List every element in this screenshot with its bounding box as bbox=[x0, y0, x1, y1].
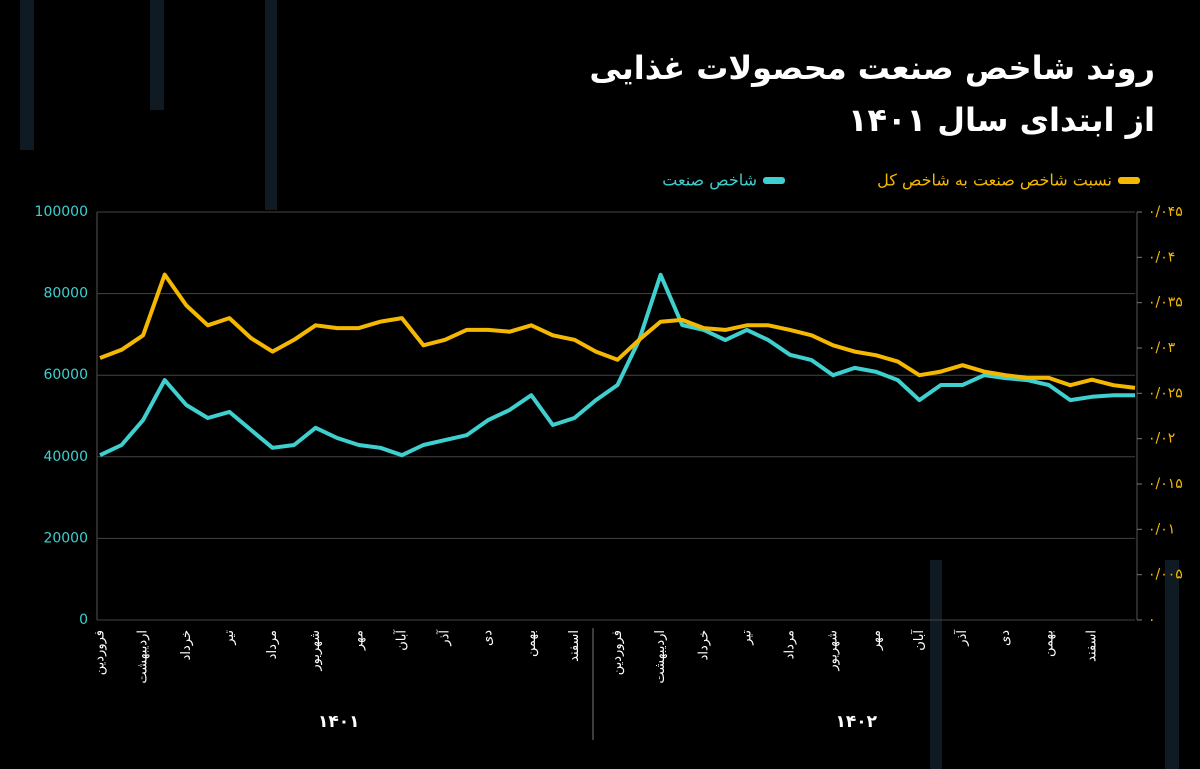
y-tick-label: 60000 bbox=[43, 367, 88, 383]
y2-tick-label: ۰/۰۳ bbox=[1148, 340, 1176, 356]
x-tick-label: خرداد bbox=[696, 630, 711, 660]
y2-tick-label: ۰/۰۲ bbox=[1148, 431, 1175, 447]
x-tick-label: اردیبهشت bbox=[653, 630, 668, 684]
x-tick-label: آذر bbox=[436, 629, 453, 647]
chart-title: روند شاخص صنعت محصولات غذایی bbox=[589, 49, 1155, 87]
legend-label: شاخص صنعت bbox=[662, 171, 757, 191]
year-label: ۱۴۰۱ bbox=[318, 712, 360, 732]
x-tick-label: اسفند bbox=[1084, 630, 1099, 662]
y-tick-label: 0 bbox=[79, 612, 88, 628]
y-tick-label: 20000 bbox=[43, 530, 88, 546]
decor-bar bbox=[1165, 560, 1179, 769]
y-tick-label: 40000 bbox=[43, 449, 88, 465]
y2-tick-label: ۰ bbox=[1148, 612, 1156, 628]
y2-tick-label: ۰/۰۴ bbox=[1148, 249, 1175, 265]
x-tick-label: بهمن bbox=[524, 630, 539, 657]
x-tick-label: تیر bbox=[222, 630, 237, 646]
decor-bar bbox=[150, 0, 164, 110]
x-tick-label: مرداد bbox=[265, 630, 280, 659]
x-tick-label: فروردین bbox=[93, 630, 108, 675]
x-tick-label: مهر bbox=[869, 630, 884, 651]
x-tick-label: آذر bbox=[953, 629, 970, 647]
legend-swatch bbox=[1118, 177, 1140, 184]
decor-bar bbox=[265, 0, 277, 210]
x-tick-label: دی bbox=[481, 630, 496, 646]
x-tick-label: مرداد bbox=[783, 630, 798, 659]
legend-swatch bbox=[763, 177, 785, 184]
decor-bar bbox=[930, 560, 942, 769]
x-tick-label: اسفند bbox=[567, 630, 582, 662]
y-tick-label: 80000 bbox=[43, 286, 88, 302]
y2-tick-label: ۰/۰۱ bbox=[1148, 521, 1175, 537]
decor-bar bbox=[20, 0, 34, 150]
y2-tick-label: ۰/۰۱۵ bbox=[1148, 476, 1183, 492]
x-tick-label: بهمن bbox=[1041, 630, 1056, 657]
y2-tick-label: ۰/۰۴۵ bbox=[1148, 204, 1183, 220]
x-tick-label: شهریور bbox=[308, 630, 323, 672]
y2-tick-label: ۰/۰۰۵ bbox=[1148, 567, 1183, 583]
x-tick-label: تیر bbox=[739, 630, 754, 646]
chart-subtitle: از ابتدای سال ۱۴۰۱ bbox=[848, 101, 1155, 139]
series-line bbox=[99, 272, 1135, 458]
x-tick-label: آبان bbox=[392, 629, 409, 651]
y2-tick-label: ۰/۰۳۵ bbox=[1148, 295, 1183, 311]
legend-label: نسبت شاخص صنعت به شاخص کل bbox=[877, 171, 1112, 191]
x-tick-label: مهر bbox=[351, 630, 366, 651]
decor bbox=[20, 0, 1179, 769]
x-tick-label: فروردین bbox=[610, 630, 625, 675]
x-tick-label: خرداد bbox=[179, 630, 194, 660]
y-tick-label: 100000 bbox=[35, 204, 88, 220]
x-tick-label: دی bbox=[998, 630, 1013, 646]
y2-tick-label: ۰/۰۲۵ bbox=[1148, 385, 1183, 401]
series-line bbox=[99, 272, 1136, 390]
year-label: ۱۴۰۲ bbox=[835, 712, 877, 732]
x-tick-label: آبان bbox=[910, 629, 927, 651]
x-tick-label: شهریور bbox=[826, 630, 841, 672]
x-tick-label: اردیبهشت bbox=[136, 630, 151, 684]
